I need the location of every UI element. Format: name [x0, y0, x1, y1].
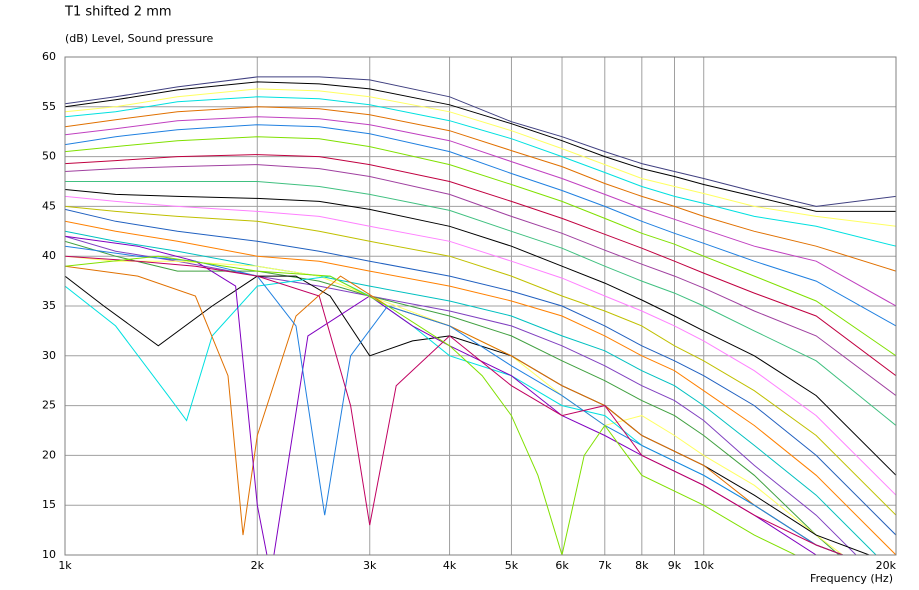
series-line — [65, 240, 840, 555]
x-tick-label: 5k — [505, 559, 519, 572]
series-line — [65, 275, 871, 555]
series-line — [65, 96, 896, 247]
x-tick-label: 9k — [668, 559, 682, 572]
y-tick-label: 55 — [42, 100, 56, 113]
y-tick-label: 25 — [42, 399, 56, 412]
plot-frame — [64, 56, 897, 556]
y-tick-label: 60 — [42, 50, 56, 63]
series-line — [65, 124, 896, 327]
x-tick-label: 6k — [555, 559, 569, 572]
y-tick-label: 40 — [42, 249, 56, 262]
series-line — [65, 255, 797, 555]
series-line — [65, 189, 896, 476]
series-line — [65, 116, 896, 307]
y-tick-label: 10 — [42, 548, 56, 561]
y-tick-label: 20 — [42, 448, 56, 461]
series-line — [65, 106, 896, 272]
series-line — [65, 136, 896, 357]
x-axis-label: Frequency (Hz) — [810, 572, 893, 585]
x-tick-label: 10k — [694, 559, 715, 572]
series-line — [65, 220, 896, 555]
x-tick-label: 3k — [363, 559, 377, 572]
y-tick-label: 45 — [42, 199, 56, 212]
y-tick-label: 30 — [42, 349, 56, 362]
chart-title: T1 shifted 2 mm — [64, 5, 172, 20]
x-tick-label: 20k — [876, 559, 897, 572]
x-tick-label: 1k — [58, 559, 72, 572]
series-line — [65, 245, 845, 555]
series-line — [65, 255, 844, 555]
series-line — [65, 164, 896, 397]
series-line — [65, 154, 896, 377]
series-line — [65, 76, 896, 207]
plot-lines — [65, 76, 896, 555]
y-tick-label: 35 — [42, 299, 56, 312]
series-line — [65, 255, 845, 555]
grid — [64, 56, 897, 556]
chart-subtitle: (dB) Level, Sound pressure — [65, 32, 214, 45]
series-line — [65, 208, 896, 536]
series-line — [65, 205, 896, 516]
series-line — [65, 181, 896, 426]
series-line — [65, 230, 877, 555]
y-tick-label: 15 — [42, 498, 56, 511]
series-line — [65, 195, 896, 496]
x-tick-label: 4k — [443, 559, 457, 572]
y-tick-label: 50 — [42, 150, 56, 163]
series-line — [65, 235, 857, 555]
x-tick-label: 8k — [635, 559, 649, 572]
series-line — [65, 265, 845, 555]
series-line — [65, 81, 896, 212]
series-line — [65, 275, 845, 555]
x-tick-label: 2k — [251, 559, 265, 572]
series-line — [65, 88, 896, 227]
x-tick-label: 7k — [598, 559, 612, 572]
